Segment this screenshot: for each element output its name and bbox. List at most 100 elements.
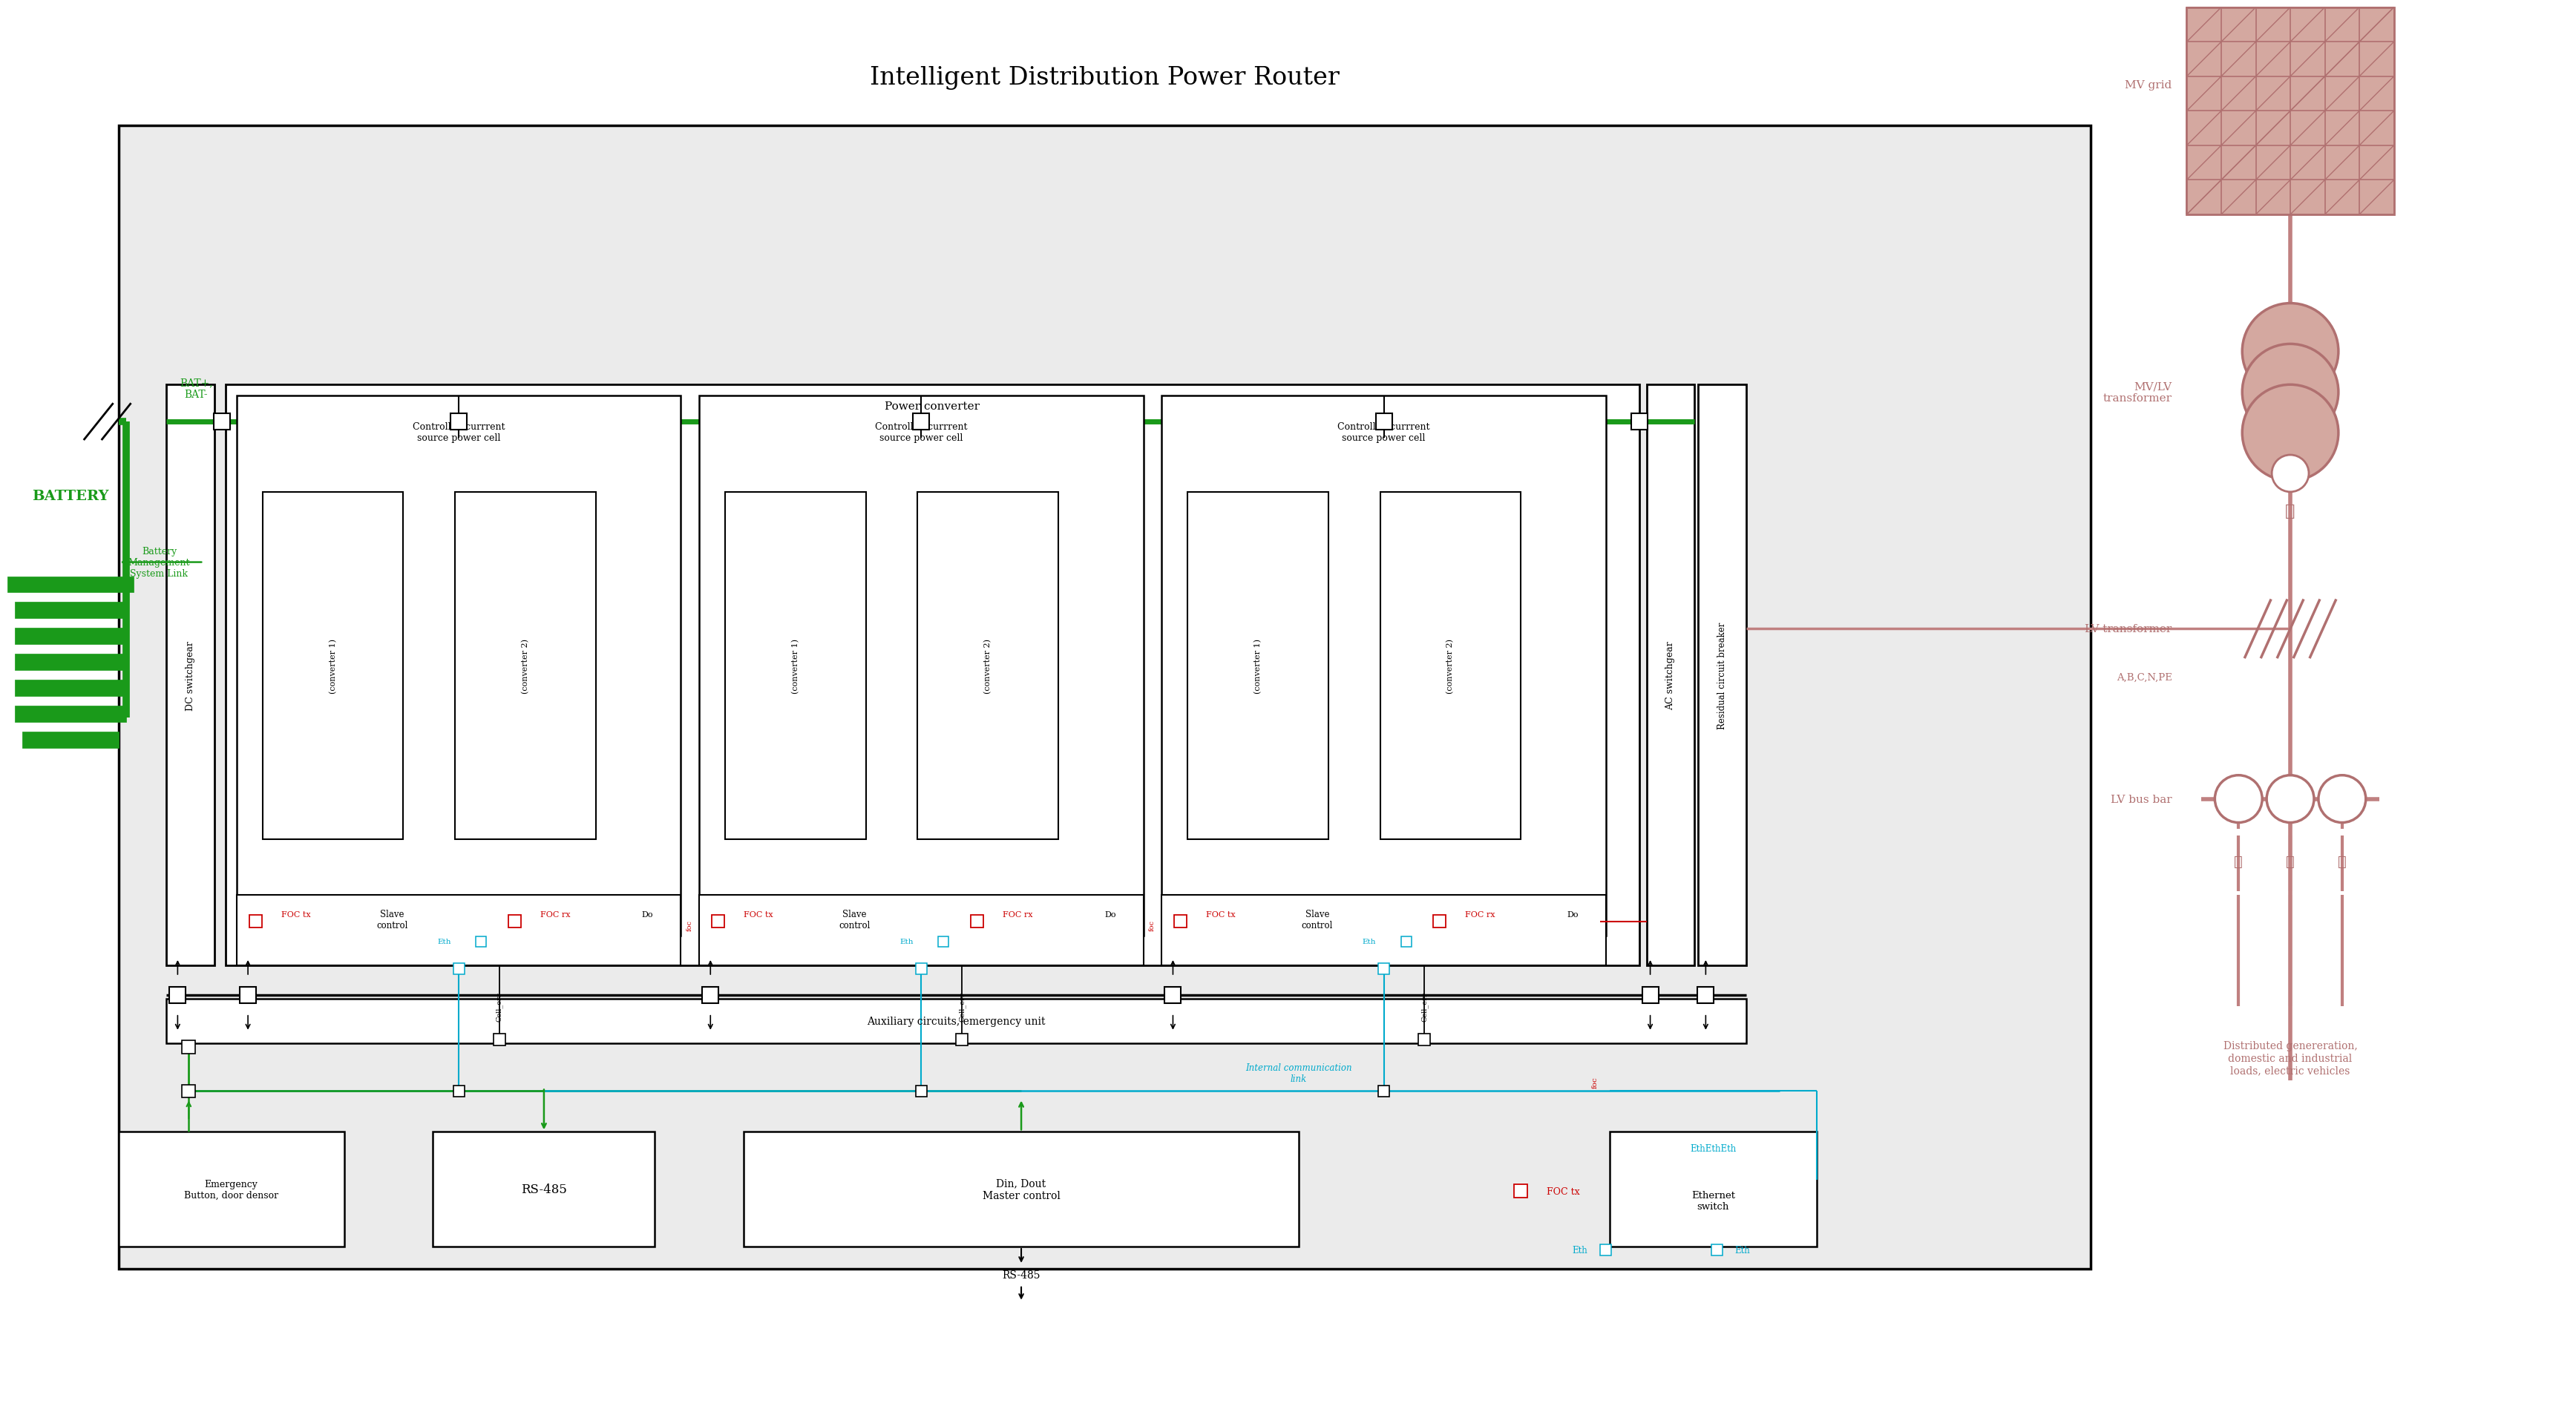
Text: Din, Dout
Master control: Din, Dout Master control (981, 1179, 1061, 1200)
Bar (1600, 1245, 1613, 1255)
Text: foc: foc (1149, 920, 1157, 931)
Bar (167, 385, 214, 965)
Text: Slave
control: Slave control (840, 908, 871, 930)
Bar (167, 999, 1747, 1043)
Text: foc: foc (685, 920, 693, 931)
Bar (1710, 1245, 1723, 1255)
Bar (477, 937, 487, 947)
Bar (15, 681, 126, 696)
Text: FOC tx: FOC tx (281, 910, 312, 918)
Bar (1698, 988, 1713, 1003)
Bar (495, 1033, 505, 1046)
Bar (451, 415, 466, 430)
Circle shape (2241, 344, 2339, 440)
Bar (15, 603, 126, 618)
Bar (698, 896, 1144, 965)
Text: Ethernet
switch: Ethernet switch (1692, 1190, 1736, 1211)
Text: Controlled currrent
source power cell: Controlled currrent source power cell (876, 422, 969, 443)
Text: Intelligent Distribution Power Router: Intelligent Distribution Power Router (871, 67, 1340, 91)
Text: BATTERY: BATTERY (31, 490, 108, 502)
Text: Do: Do (641, 910, 654, 918)
Bar (1162, 896, 1605, 965)
Bar (456, 492, 595, 841)
Circle shape (2272, 456, 2308, 492)
Text: (converter 1): (converter 1) (1255, 638, 1262, 693)
Bar (250, 916, 263, 928)
Text: FOC tx: FOC tx (1206, 910, 1236, 918)
Text: (converter 1): (converter 1) (791, 638, 799, 693)
Bar (170, 988, 185, 1003)
Text: FOC tx: FOC tx (744, 910, 773, 918)
Text: ✕: ✕ (2233, 856, 2244, 869)
Bar (917, 1085, 927, 1097)
Bar (227, 385, 1638, 965)
Circle shape (2215, 775, 2262, 824)
Bar (1376, 415, 1391, 430)
Bar (507, 916, 520, 928)
Text: Do: Do (1566, 910, 1579, 918)
Text: FOC rx: FOC rx (1466, 910, 1494, 918)
Bar (8, 577, 134, 593)
Text: Eth: Eth (1571, 1245, 1587, 1255)
Text: LV bus bar: LV bus bar (2110, 794, 2172, 804)
Text: Cell_err: Cell_err (1422, 992, 1427, 1020)
Bar (726, 492, 866, 841)
Text: Eth: Eth (899, 938, 914, 945)
Text: Residual circuit breaker: Residual circuit breaker (1718, 621, 1726, 729)
Bar (23, 732, 118, 749)
Bar (938, 937, 948, 947)
Bar (971, 916, 984, 928)
Text: Controlled currrent
source power cell: Controlled currrent source power cell (1337, 422, 1430, 443)
Text: BAT+,
BAT-: BAT+, BAT- (180, 378, 214, 400)
Bar (1646, 385, 1695, 965)
Text: Cell_err: Cell_err (958, 992, 966, 1020)
Text: Slave
control: Slave control (1301, 908, 1332, 930)
Text: MV/LV
transformer: MV/LV transformer (2102, 381, 2172, 403)
Bar (2187, 8, 2393, 215)
Text: (converter 2): (converter 2) (984, 638, 992, 693)
Text: Auxiliary circuits, emergency unit: Auxiliary circuits, emergency unit (868, 1016, 1046, 1026)
Bar (1378, 964, 1388, 975)
Bar (1698, 385, 1747, 965)
Text: Eth: Eth (1736, 1245, 1752, 1255)
Bar (1378, 1085, 1388, 1097)
Text: Cell_err: Cell_err (497, 992, 502, 1020)
Bar (744, 1132, 1298, 1247)
Text: DC switchgear: DC switchgear (185, 641, 196, 710)
Bar (263, 492, 404, 841)
Text: ✕: ✕ (2285, 502, 2295, 519)
Text: (converter 1): (converter 1) (330, 638, 337, 693)
Text: A,B,C,N,PE: A,B,C,N,PE (2117, 672, 2172, 682)
Bar (956, 1033, 969, 1046)
Text: ✕: ✕ (2285, 856, 2295, 869)
Bar (1381, 492, 1520, 841)
Bar (1515, 1184, 1528, 1197)
Bar (237, 896, 680, 965)
Bar (1610, 1132, 1816, 1247)
Text: (converter 2): (converter 2) (520, 638, 528, 693)
Bar (1641, 988, 1659, 1003)
Bar (433, 1132, 654, 1247)
Text: foc: foc (1592, 1077, 1597, 1088)
Circle shape (2241, 385, 2339, 481)
Bar (118, 1132, 345, 1247)
Text: Emergency
Button, door densor: Emergency Button, door densor (183, 1179, 278, 1200)
Circle shape (2267, 775, 2313, 824)
Bar (15, 654, 126, 671)
Text: Internal communication
link: Internal communication link (1244, 1063, 1352, 1082)
Bar (1164, 988, 1180, 1003)
Bar (1419, 1033, 1430, 1046)
Bar (15, 706, 126, 722)
Bar (453, 1085, 464, 1097)
Text: Eth: Eth (1363, 938, 1376, 945)
Text: AC switchgear: AC switchgear (1667, 641, 1674, 710)
Text: MV grid: MV grid (2125, 81, 2172, 91)
Text: Battery
Management
System Link: Battery Management System Link (129, 546, 191, 579)
Bar (15, 628, 126, 645)
Text: LV transformer: LV transformer (2084, 624, 2172, 634)
Text: RS-485: RS-485 (1002, 1269, 1041, 1279)
Bar (453, 964, 464, 975)
Text: FOC rx: FOC rx (541, 910, 569, 918)
Bar (917, 492, 1059, 841)
Text: RS-485: RS-485 (520, 1183, 567, 1196)
